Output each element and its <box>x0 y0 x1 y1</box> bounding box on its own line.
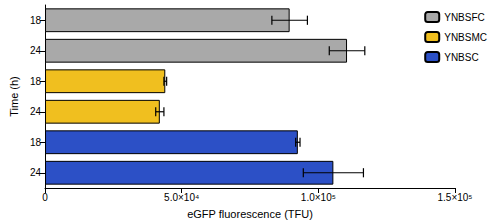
svg-text:18: 18 <box>30 137 42 148</box>
svg-text:YNBSFC: YNBSFC <box>444 12 485 23</box>
svg-text:5.0×10⁴: 5.0×10⁴ <box>164 192 199 203</box>
svg-text:0: 0 <box>42 192 48 203</box>
svg-text:1.0×10⁵: 1.0×10⁵ <box>301 192 336 203</box>
svg-text:eGFP fluorescence (TFU): eGFP fluorescence (TFU) <box>187 208 313 220</box>
svg-text:Time (h): Time (h) <box>8 76 20 117</box>
svg-text:YNBSMC: YNBSMC <box>444 32 487 43</box>
svg-text:24: 24 <box>30 45 42 56</box>
svg-text:18: 18 <box>30 15 42 26</box>
svg-text:1.5×10⁵: 1.5×10⁵ <box>437 192 472 203</box>
svg-text:24: 24 <box>30 106 42 117</box>
svg-text:YNBSC: YNBSC <box>444 52 478 63</box>
svg-text:24: 24 <box>30 167 42 178</box>
svg-text:18: 18 <box>30 76 42 87</box>
